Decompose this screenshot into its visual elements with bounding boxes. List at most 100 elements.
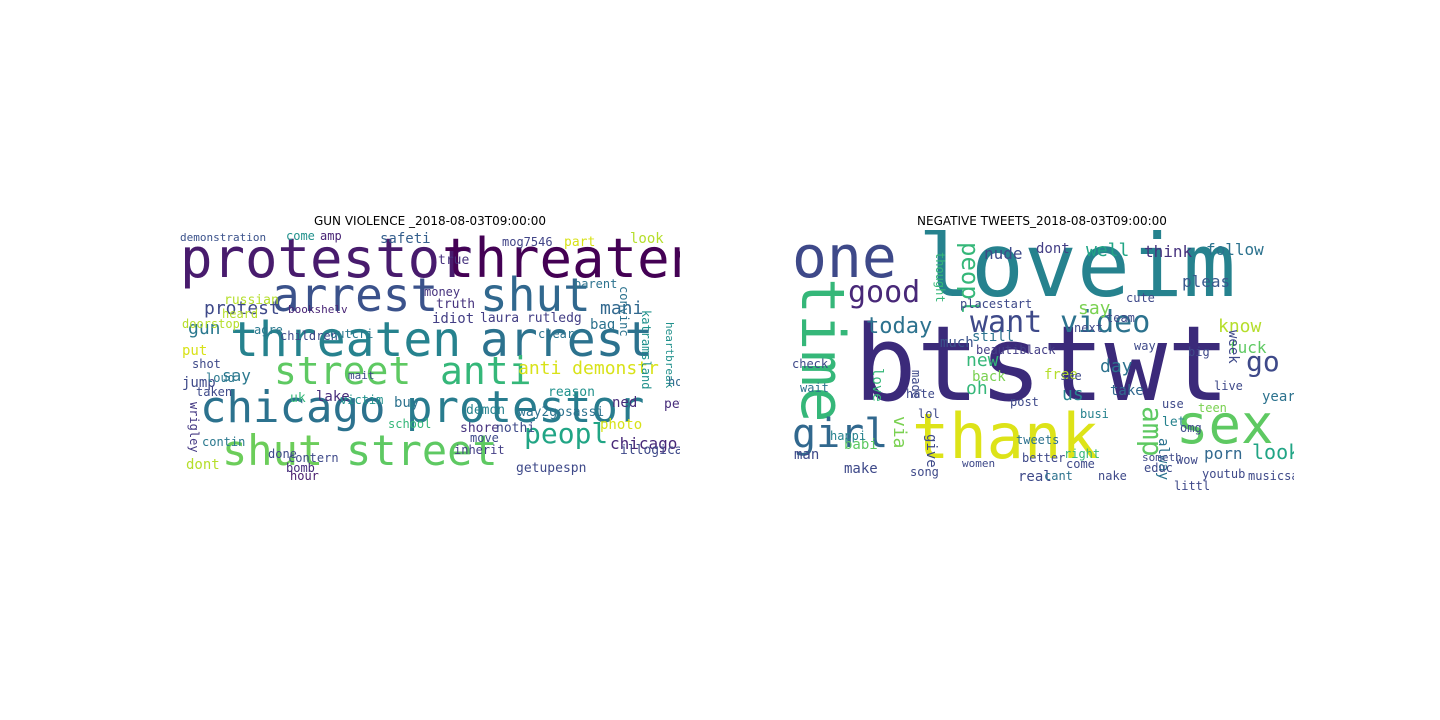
cloud-word: year [1262,389,1294,405]
cloud-word: omg [1180,421,1202,435]
cloud-word: chicago [200,382,386,433]
cloud-word: threaten [230,312,462,368]
cloud-word: nude [984,244,1023,263]
cloud-word: musicsaid [1248,469,1294,483]
cloud-word: think [1144,242,1193,261]
cloud-word: shore [460,421,500,436]
cloud-word: us [1062,384,1084,405]
cloud-word: oh [966,378,988,399]
cloud-word: teen [1198,401,1227,415]
cloud-word: parent [574,277,618,291]
cloud-word: agre [254,323,283,337]
cloud-word: man [794,447,820,463]
cloud-word: amp [320,230,342,243]
cloud-word: youtub [1202,467,1246,481]
cloud-word: bookshelv [288,303,348,316]
cloud-word: loud [206,371,235,385]
cloud-word: happi [830,429,867,443]
cloud-word: lake [316,389,350,405]
cloud-word: hour [290,469,319,482]
cloud-word: part [564,235,596,250]
cloud-word: loveim [918,230,1236,317]
cloud-word: back [972,369,1006,385]
cloud-word: thank [912,400,1099,473]
cloud-word: katramsland [639,310,653,390]
cloud-word: come [286,230,315,243]
word-cloud-image: loveim btstwt one time thank sex girl good want v… [790,230,1294,494]
cloud-word: school [388,417,432,431]
cloud-word: outcri [330,327,374,341]
cloud-word: via [889,416,910,449]
cloud-word: demonstration [180,231,267,244]
cloud-word: busi [1080,407,1109,421]
cloud-word: buy [394,395,420,411]
cloud-word: russian [224,293,279,308]
cloud-word: wait [800,381,829,395]
cloud-word: home [668,375,680,389]
cloud-word: ned [612,395,638,411]
cloud-word: team [1106,311,1135,325]
cloud-word: still [972,329,1015,345]
cloud-word: fuck [1228,338,1267,357]
cloud-word: victim [340,393,384,407]
cloud-word: someth [1142,451,1182,464]
cloud-word: next [1074,321,1103,335]
cloud-word: see [1060,369,1082,383]
cloud-word: put [182,343,208,359]
cloud-word: arrest [480,312,654,368]
cloud-word: bomb [286,461,315,475]
cloud-word: wrigley [187,402,201,453]
cloud-word: shot [192,357,221,371]
cloud-word: arrest [272,268,439,322]
cloud-word: say [1078,298,1111,319]
cloud-word: peopl [524,417,609,450]
cloud-word: girl [792,411,889,457]
cloud-word: way [1134,339,1156,353]
cloud-word: demon [466,403,506,418]
cloud-word: photo [600,417,643,433]
cloud-word: clear [538,327,575,341]
cloud-word: new [966,350,999,371]
cloud-word: thought [933,252,947,303]
cloud-word: inherit [454,443,505,457]
cloud-word: children [280,329,338,343]
wordcloud-panel-gun-violence: GUN VIOLENCE _2018-08-03T09:00:00 protes… [180,212,680,484]
cloud-word: mait [348,369,375,382]
cloud-word: protest [204,298,280,319]
cloud-word: convinc [617,286,631,337]
cloud-word: love [869,368,885,402]
cloud-word: way2gosassi [518,405,605,420]
cloud-word: laura rutledg [480,311,582,326]
cloud-word: bag [590,317,616,333]
cloud-word: one [792,230,897,291]
cloud-word: gun [188,318,221,339]
cloud-word: know [1218,316,1262,337]
cloud-word: live [1214,379,1243,393]
cloud-word: use [1162,397,1184,411]
cloud-word: pew [664,397,680,412]
cloud-word: shut [222,426,324,475]
cloud-word: say [222,366,251,385]
cloud-word: give [923,434,939,468]
cloud-word: real [1018,469,1052,485]
cloud-word: song [910,465,939,479]
cloud-word: go [1246,345,1280,378]
cloud-word: threaten [442,230,680,290]
cloud-word: better [1022,451,1066,465]
cloud-word: pleas [1182,272,1231,291]
cloud-word: look [1252,440,1294,464]
cloud-word: well [1086,240,1130,261]
cloud-word: look [630,231,664,247]
cloud-word: money [424,285,461,299]
cloud-word: heard [222,307,259,321]
cloud-word: porn [1204,444,1243,463]
cloud-word: dont [1036,241,1070,257]
cloud-word: truth [436,297,476,312]
cloud-word: true [438,253,470,268]
cloud-word: safeti [380,231,431,247]
panel-title: GUN VIOLENCE _2018-08-03T09:00:00 [313,214,547,228]
cloud-word: follow [1206,240,1264,259]
cloud-word: time [790,278,857,423]
cloud-word: littl [1174,479,1211,493]
cloud-word: idiot [432,311,475,327]
